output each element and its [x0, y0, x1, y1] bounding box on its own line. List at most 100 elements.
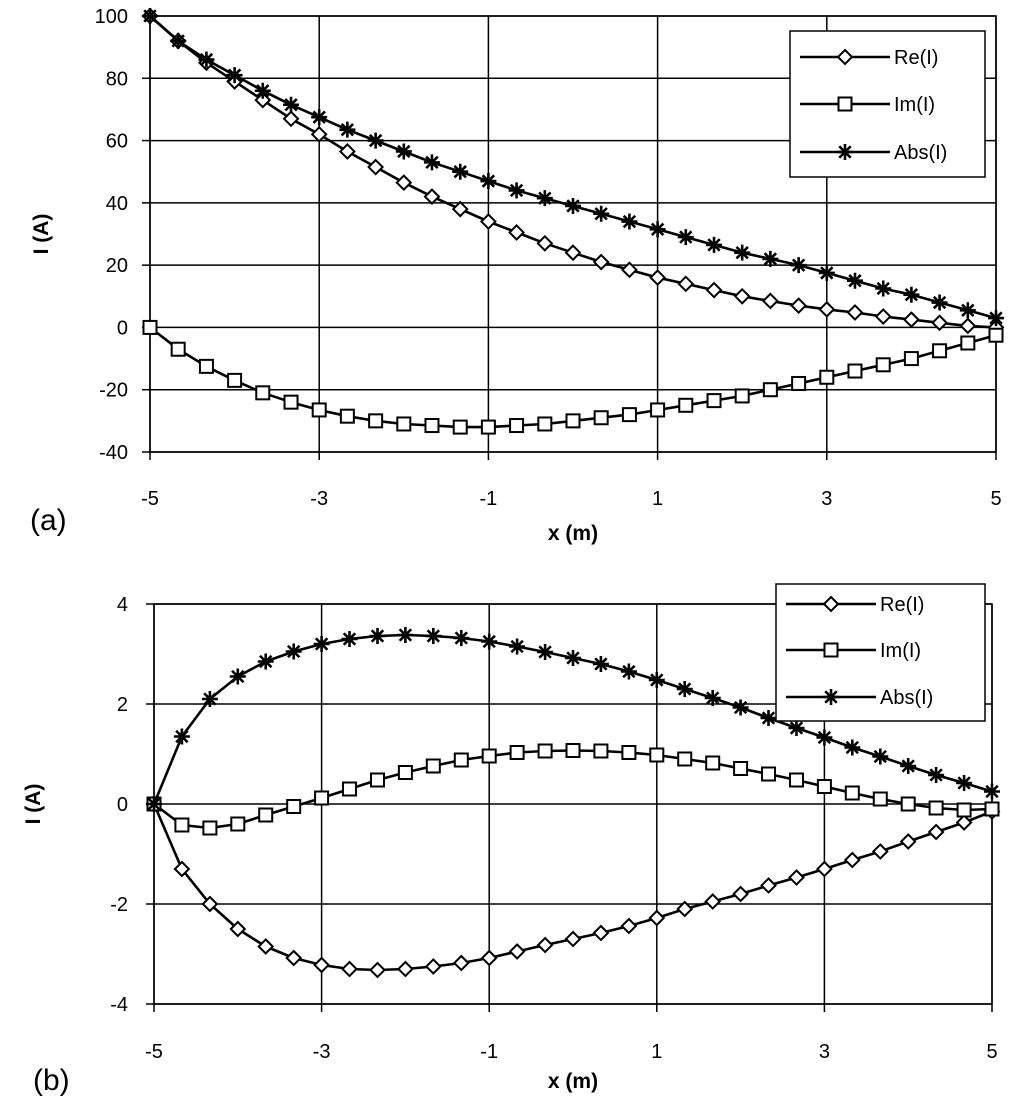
data-point	[872, 748, 889, 765]
data-point	[369, 628, 386, 644]
data-point	[788, 869, 805, 886]
data-point	[508, 224, 525, 241]
x-tick-label: 5	[990, 488, 1001, 510]
data-point	[170, 341, 186, 357]
data-point	[481, 748, 497, 764]
data-point	[649, 269, 667, 287]
data-point	[314, 790, 330, 806]
x-tick-label: -5	[141, 488, 159, 510]
data-point	[900, 758, 917, 774]
data-point	[956, 775, 973, 791]
data-point	[960, 335, 976, 351]
data-point	[313, 636, 330, 652]
data-point	[286, 799, 302, 814]
data-point	[537, 416, 553, 432]
data-point	[706, 236, 723, 253]
data-point	[397, 627, 414, 643]
data-point	[565, 743, 581, 758]
series-re-i	[145, 795, 1001, 979]
data-point	[677, 751, 693, 767]
data-point	[706, 393, 722, 409]
data-point	[816, 779, 832, 794]
data-point	[395, 143, 412, 160]
legend: Re(I) Im(I) Abs(I)	[775, 583, 986, 722]
data-point	[928, 767, 945, 783]
data-point	[537, 743, 553, 759]
y-tick-label: 0	[117, 794, 128, 816]
data-point	[339, 408, 355, 424]
data-point	[509, 745, 525, 760]
data-point	[846, 304, 864, 321]
legend-entry-label: Im(I)	[894, 94, 935, 116]
x-tick-label: -3	[310, 488, 328, 510]
chart-panel-a: -5 -3 -1 1 3 5 -40 -20 0 20 40 60 80 100 x (m) I (A) (a)…	[30, 6, 1005, 545]
data-point	[368, 413, 384, 429]
data-point	[790, 257, 807, 274]
data-point	[453, 630, 470, 646]
data-point	[453, 752, 469, 768]
data-point	[846, 272, 863, 289]
x-tick-label: -1	[480, 1041, 498, 1063]
data-point	[875, 357, 891, 373]
data-point	[257, 938, 275, 955]
data-point	[593, 410, 609, 426]
y-axis-label: I (A)	[30, 214, 53, 255]
data-point	[202, 820, 218, 836]
legend-swatch-marker	[836, 48, 854, 66]
data-point	[592, 253, 610, 271]
data-point	[959, 317, 977, 335]
data-point	[760, 710, 777, 726]
data-point	[282, 110, 300, 128]
data-point	[311, 109, 328, 126]
data-point	[395, 174, 413, 192]
legend-entry-label: Re(I)	[880, 594, 924, 616]
data-point	[649, 221, 666, 238]
data-point	[847, 363, 863, 379]
data-point	[509, 418, 525, 434]
data-point	[649, 747, 665, 763]
data-point	[283, 96, 300, 113]
data-point	[819, 369, 835, 385]
data-point	[872, 791, 888, 807]
data-point	[201, 691, 218, 707]
data-point	[788, 772, 804, 788]
data-point	[955, 814, 973, 831]
data-point	[818, 300, 836, 318]
data-point	[310, 125, 328, 143]
data-point	[425, 628, 442, 644]
data-point	[902, 311, 920, 329]
y-tick-label: 80	[106, 68, 128, 90]
legend-entry-label: Re(I)	[894, 47, 938, 69]
data-point	[479, 213, 497, 230]
data-point	[480, 419, 496, 435]
data-point	[201, 895, 219, 913]
data-point	[871, 843, 889, 860]
data-point	[285, 643, 302, 660]
data-point	[173, 728, 190, 745]
data-point	[734, 244, 751, 261]
data-point	[734, 388, 750, 404]
data-point	[452, 954, 470, 972]
data-point	[369, 772, 385, 788]
data-point	[931, 294, 948, 311]
data-point	[592, 656, 609, 672]
data-point	[142, 319, 158, 335]
data-point	[480, 173, 497, 190]
data-point	[198, 358, 214, 374]
y-tick-label: 40	[106, 193, 128, 215]
data-point	[174, 817, 190, 833]
data-point	[536, 234, 554, 252]
data-point	[903, 351, 919, 367]
data-point	[142, 8, 158, 24]
data-point	[258, 807, 274, 823]
data-point	[230, 816, 246, 832]
y-tick-label: 20	[106, 255, 128, 277]
data-point	[565, 650, 581, 666]
data-point	[676, 681, 693, 697]
data-point	[396, 960, 414, 978]
y-tick-label: 100	[95, 6, 128, 28]
data-point	[732, 699, 749, 716]
data-point	[425, 758, 441, 774]
data-point	[648, 672, 665, 688]
